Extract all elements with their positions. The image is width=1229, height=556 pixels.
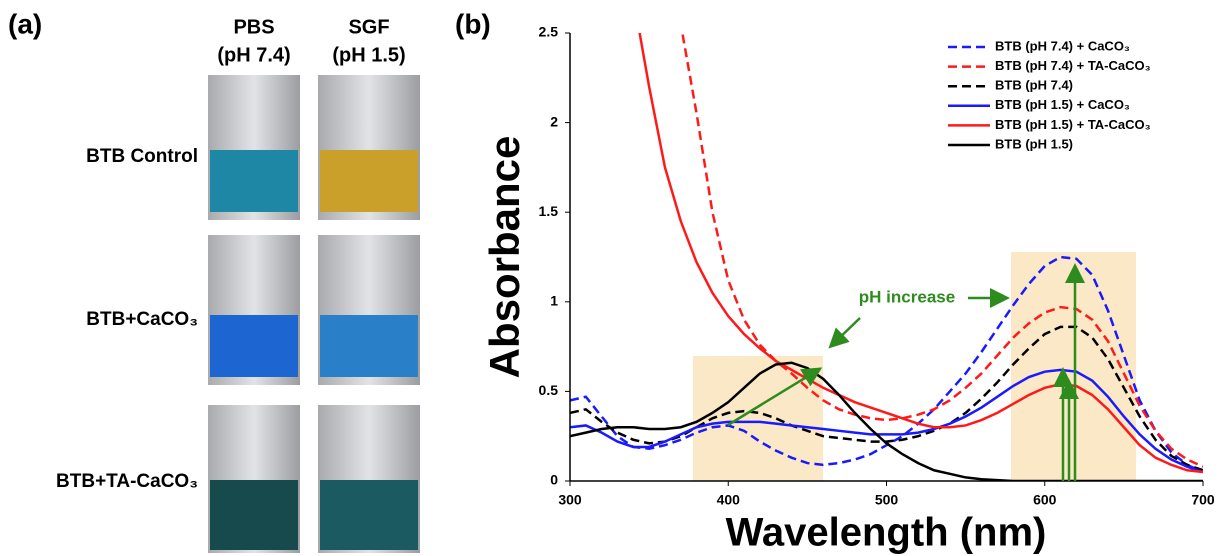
x-axis-title: Wavelength (nm)	[726, 511, 1047, 555]
legend-label: BTB (pH 7.4) + TA-CaCO₃	[995, 58, 1151, 73]
annotation: pH increase	[859, 287, 955, 306]
highlight-box	[1011, 252, 1136, 481]
column-header: PBS	[233, 16, 274, 38]
panel-label: (a)	[8, 8, 42, 39]
vial-photos	[208, 75, 420, 553]
vial	[318, 75, 420, 220]
x-tick-label: 700	[1191, 492, 1215, 508]
legend-label: BTB (pH 1.5)	[995, 136, 1073, 151]
column-header: (pH 1.5)	[332, 44, 405, 66]
vial	[208, 75, 300, 220]
vial	[318, 235, 420, 385]
row-label: BTB Control	[86, 146, 198, 167]
column-header: SGF	[348, 16, 389, 38]
legend-label: BTB (pH 1.5) + CaCO₃	[995, 97, 1130, 112]
x-tick-label: 300	[558, 492, 582, 508]
y-tick-label: 0	[550, 472, 558, 488]
legend-label: BTB (pH 1.5) + TA-CaCO₃	[995, 117, 1151, 132]
x-tick-label: 500	[875, 492, 899, 508]
row-label: BTB+CaCO₃	[86, 309, 198, 330]
y-axis-title: Absorbance	[481, 136, 528, 379]
vial	[208, 235, 300, 385]
row-label: BTB+TA-CaCO₃	[56, 471, 198, 492]
legend-label: BTB (pH 7.4)	[995, 78, 1073, 93]
x-tick-label: 600	[1033, 492, 1057, 508]
y-tick-label: 1.5	[539, 203, 559, 219]
vial	[318, 405, 420, 553]
y-tick-label: 2.5	[539, 24, 559, 40]
y-tick-label: 1	[550, 293, 558, 309]
y-tick-label: 0.5	[539, 382, 559, 398]
column-header: (pH 7.4)	[217, 44, 290, 66]
legend-label: BTB (pH 7.4) + CaCO₃	[995, 38, 1130, 53]
figure: (a) (b) pH increase Wavelength (nm) Abso…	[0, 0, 1229, 556]
panel-label: (b)	[455, 8, 491, 39]
y-tick-label: 2	[550, 113, 558, 129]
vial	[208, 405, 300, 553]
x-tick-label: 400	[717, 492, 741, 508]
